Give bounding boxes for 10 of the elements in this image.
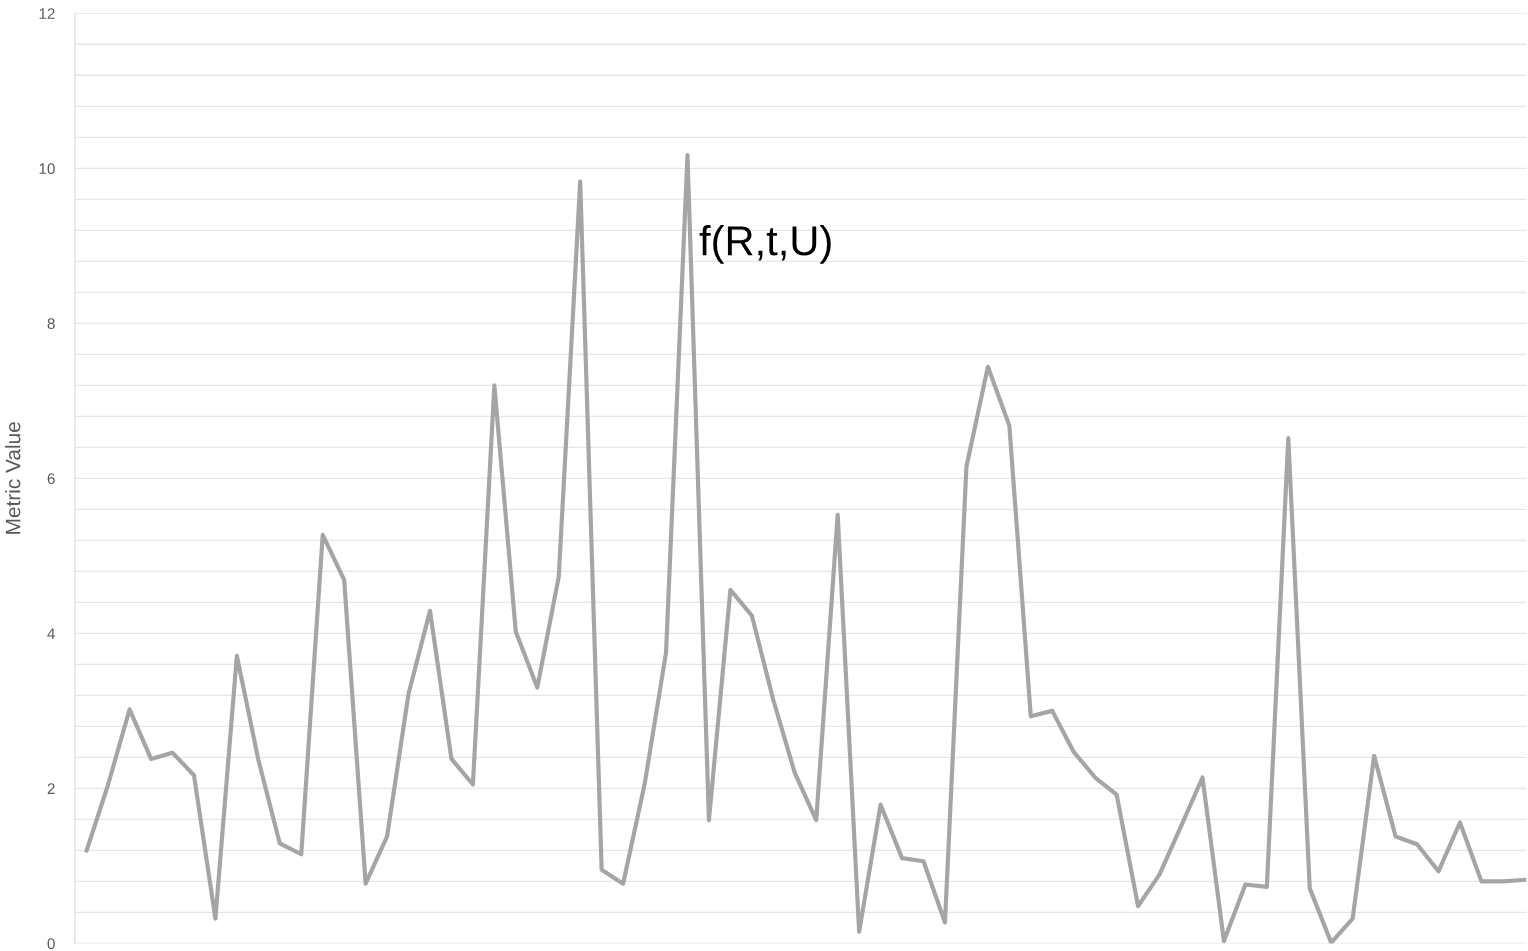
line-series [84, 153, 1527, 944]
y-tick-label: 8 [47, 318, 55, 330]
y-tick-label: 10 [39, 163, 55, 175]
y-tick-label: 12 [39, 8, 55, 19]
y-tick-label: 2 [47, 783, 55, 794]
y-axis-title: Metric Value [5, 422, 21, 534]
y-tick-label: 6 [47, 473, 55, 485]
annotation: f(R,t,U) [699, 224, 831, 264]
y-tick-label: 0 [47, 938, 55, 950]
y-tick-label: 4 [47, 628, 55, 639]
